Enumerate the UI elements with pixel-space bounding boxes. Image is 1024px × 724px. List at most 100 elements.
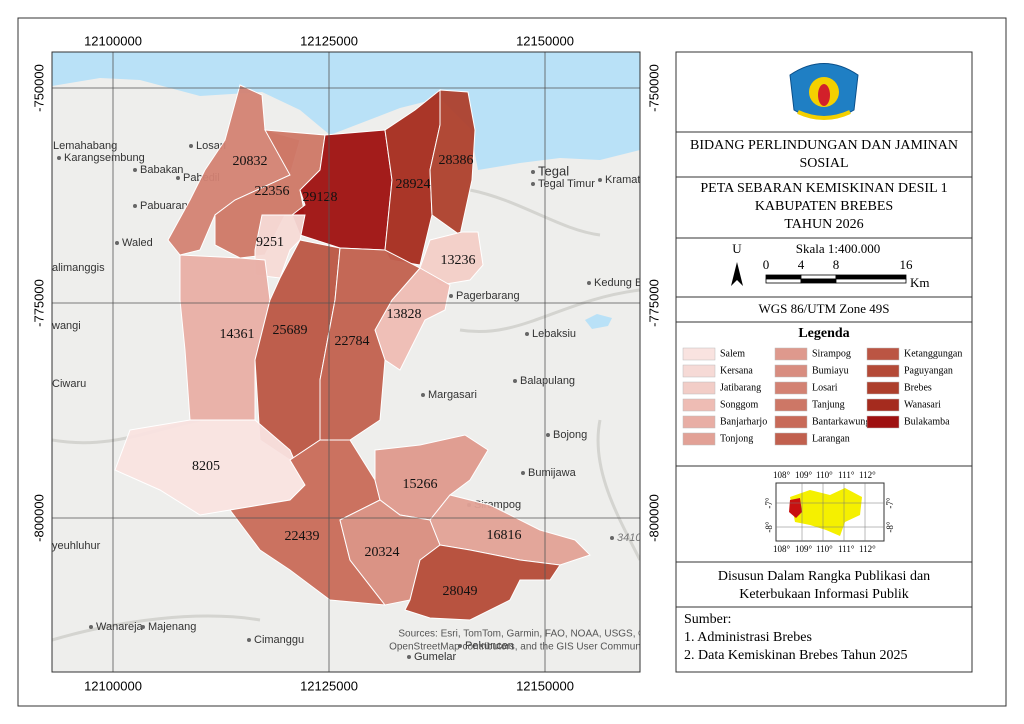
district-value: 20832 — [233, 154, 268, 169]
grid-label-left: -800000 — [31, 494, 46, 542]
place-dot — [546, 433, 550, 437]
place-dot — [598, 178, 602, 182]
legend-swatch — [774, 415, 808, 429]
legend-label: Brebes — [904, 382, 932, 393]
place-dot — [531, 182, 535, 186]
place-label: alimanggis — [52, 262, 105, 274]
place-dot — [89, 625, 93, 629]
place-dot — [421, 393, 425, 397]
inset-lon-label: 109° — [795, 544, 813, 554]
legend-title: Legenda — [798, 326, 849, 341]
inset-lat-label: -7° — [764, 497, 774, 508]
legend-label: Losari — [812, 382, 838, 393]
panel-dividers — [676, 131, 972, 608]
district — [254, 214, 306, 279]
place-dot — [115, 241, 119, 245]
north-arrow — [731, 262, 743, 286]
place-label: Bumijawa — [528, 467, 577, 479]
place-dot — [45, 544, 49, 548]
district-value: 15266 — [403, 477, 438, 492]
legend-label: Jatibarang — [720, 382, 761, 393]
grid-label-top: 12125000 — [300, 33, 358, 48]
lake — [585, 314, 612, 329]
legend-label: Tonjong — [720, 433, 753, 444]
scale-tick-label: 16 — [900, 257, 914, 272]
map-title: PETA SEBARAN KEMISKINAN DESIL 1 — [700, 181, 947, 196]
inset-lat-label: -7° — [885, 497, 895, 508]
scale-segment — [765, 274, 802, 280]
place-label: Bojong — [553, 429, 587, 441]
inset-lon-label: 112° — [859, 544, 876, 554]
inset-lat-label: -8° — [764, 521, 774, 532]
inset-lat-label: -8° — [885, 521, 895, 532]
place-label: Tegal — [538, 163, 569, 178]
scale-tick-label: 8 — [833, 257, 840, 272]
place-label: Gumelar — [414, 651, 457, 663]
legend-swatch — [866, 347, 900, 361]
scale-segment — [800, 278, 837, 284]
sea — [52, 52, 640, 170]
source: 2. Data Kemiskinan Brebes Tahun 2025 — [684, 648, 908, 663]
scale-unit: Km — [910, 275, 930, 290]
district-value: 22784 — [335, 334, 370, 349]
legend-swatch — [866, 364, 900, 378]
place-label: wangi — [51, 320, 81, 332]
place-dot — [521, 471, 525, 475]
district-value: 25689 — [273, 323, 308, 338]
place-dot — [610, 536, 614, 540]
place-label: Pabuaran — [140, 200, 188, 212]
legend-swatch — [682, 415, 716, 429]
district-value: 20324 — [365, 545, 400, 560]
district-value: 14361 — [220, 327, 255, 342]
district-value: 28386 — [439, 153, 474, 168]
place-dot — [133, 204, 137, 208]
scale-segment — [800, 274, 837, 280]
scale-label: Skala 1:400.000 — [796, 241, 881, 256]
place-label: Cimanggu — [254, 634, 304, 646]
note: Keterbukaan Informasi Publik — [739, 587, 909, 602]
place-label: Waled — [122, 237, 153, 249]
place-label: Kramat — [605, 174, 640, 186]
place-dot — [513, 379, 517, 383]
legend-label: Ketanggungan — [904, 348, 962, 359]
grid-label-right: -750000 — [646, 64, 661, 112]
inset-lon-label: 111° — [838, 544, 855, 554]
legend-swatch — [682, 432, 716, 446]
map: LemahabangKarangsembungLosariBabakanPabe… — [45, 52, 651, 672]
place-label: Pekuncen — [465, 640, 514, 652]
grid-label-bottom: 12125000 — [300, 678, 358, 693]
place-dot — [189, 144, 193, 148]
note: Disusun Dalam Rangka Publikasi dan — [718, 569, 930, 584]
legend-swatch — [682, 398, 716, 412]
place-dot — [449, 294, 453, 298]
district-value: 8205 — [192, 459, 220, 474]
district-value: 9251 — [256, 235, 284, 250]
scale-segment — [835, 274, 907, 280]
district-value: 28049 — [443, 584, 478, 599]
grid-label-right: -775000 — [646, 279, 661, 327]
scale-tick-label: 4 — [798, 257, 805, 272]
grid-label-left: -775000 — [31, 279, 46, 327]
inset-lon-label: 110° — [816, 470, 833, 480]
place-label: Pagerbarang — [456, 290, 520, 302]
map-frame — [51, 51, 641, 673]
place-label: Lebaksiu — [532, 328, 576, 340]
place-dot — [133, 168, 137, 172]
place-dot — [57, 156, 61, 160]
agency: SOSIAL — [799, 156, 848, 171]
district-value: 22356 — [255, 184, 290, 199]
place-label: Lemahabang — [53, 140, 117, 152]
place-label: Babakan — [140, 164, 183, 176]
district-value: 28924 — [396, 177, 431, 192]
north-label: U — [732, 241, 742, 256]
agency: BIDANG PERLINDUNGAN DAN JAMINAN — [690, 138, 958, 153]
place-label: Majenang — [148, 621, 196, 633]
attribution: OpenStreetMap contributors, and the GIS … — [389, 642, 651, 653]
source: 1. Administrasi Brebes — [684, 630, 812, 645]
legend-label: Bumiayu — [812, 365, 849, 376]
inset-lon-label: 109° — [795, 470, 813, 480]
legend-label: Banjarharjo — [720, 416, 767, 427]
place-label: Karangsembung — [64, 152, 145, 164]
place-dot — [407, 655, 411, 659]
